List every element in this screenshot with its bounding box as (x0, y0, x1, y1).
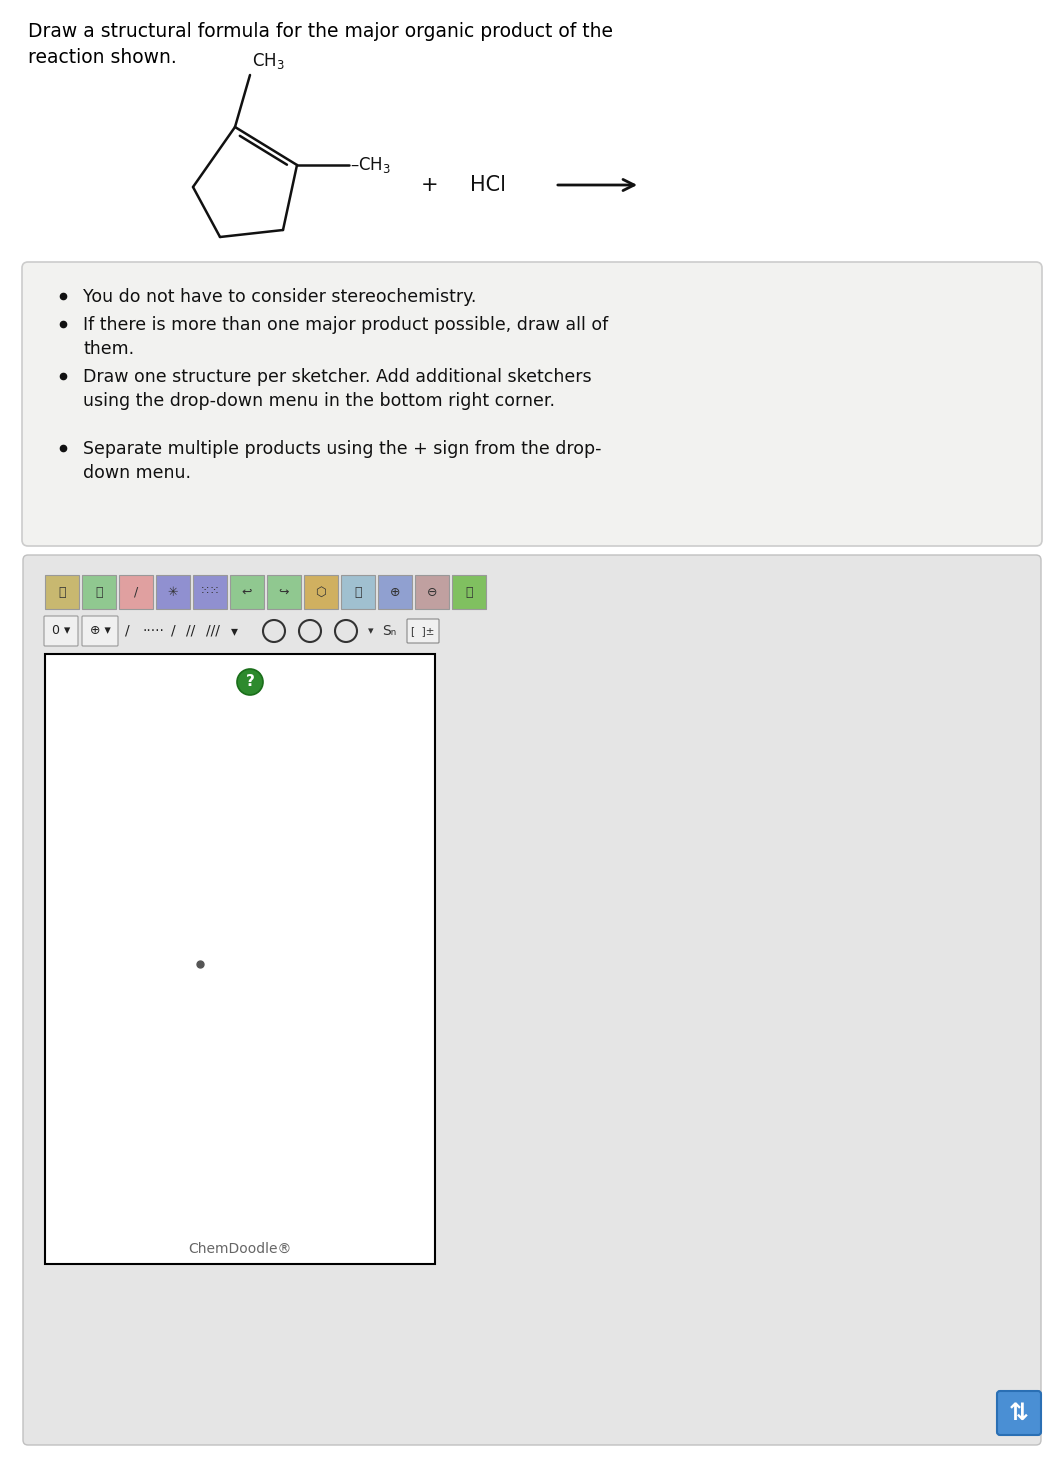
FancyBboxPatch shape (23, 555, 1041, 1445)
Bar (340, 575, 375, 609)
FancyBboxPatch shape (997, 1391, 1041, 1435)
Text: ✋: ✋ (59, 586, 66, 599)
Text: /: / (171, 624, 176, 638)
Bar (378, 575, 412, 609)
Text: ▾: ▾ (368, 627, 373, 635)
Bar (193, 575, 227, 609)
Text: ⬡: ⬡ (316, 586, 327, 599)
Text: [  ]±: [ ]± (412, 627, 435, 635)
Text: CH$_3$: CH$_3$ (252, 51, 285, 70)
Text: Draw one structure per sketcher. Add additional sketchers
using the drop-down me: Draw one structure per sketcher. Add add… (83, 367, 592, 410)
Text: +: + (421, 176, 438, 195)
Text: ↩: ↩ (242, 586, 252, 599)
FancyBboxPatch shape (82, 616, 118, 646)
FancyBboxPatch shape (44, 616, 78, 646)
Text: reaction shown.: reaction shown. (28, 48, 177, 67)
Text: /: / (124, 624, 130, 638)
Text: If there is more than one major product possible, draw all of
them.: If there is more than one major product … (83, 316, 609, 357)
Bar (119, 575, 153, 609)
Bar (230, 575, 264, 609)
Text: ✳: ✳ (168, 586, 179, 599)
Text: ///: /// (206, 624, 220, 638)
Text: Separate multiple products using the + sign from the drop-
down menu.: Separate multiple products using the + s… (83, 441, 601, 482)
Text: 🧴: 🧴 (96, 586, 103, 599)
Bar (452, 575, 486, 609)
Text: –CH$_3$: –CH$_3$ (350, 155, 392, 176)
Text: HCl: HCl (470, 176, 506, 195)
Text: Sₙ: Sₙ (382, 624, 396, 638)
Text: 🎨: 🎨 (465, 586, 472, 599)
Bar (267, 575, 301, 609)
Bar (45, 575, 79, 609)
Circle shape (237, 669, 263, 695)
Text: //: // (186, 624, 196, 638)
Text: ·····: ····· (143, 624, 165, 638)
Text: ⧉: ⧉ (354, 586, 362, 599)
Bar (415, 575, 449, 609)
Text: ↪: ↪ (279, 586, 289, 599)
Text: ChemDoodle®: ChemDoodle® (188, 1241, 292, 1256)
Text: ⊕ ▾: ⊕ ▾ (89, 625, 111, 637)
FancyBboxPatch shape (22, 262, 1042, 546)
Text: You do not have to consider stereochemistry.: You do not have to consider stereochemis… (83, 288, 477, 306)
FancyBboxPatch shape (408, 619, 439, 643)
Bar (304, 575, 338, 609)
Text: ?: ? (246, 675, 254, 690)
Text: Draw a structural formula for the major organic product of the: Draw a structural formula for the major … (28, 22, 613, 41)
Text: ▾: ▾ (231, 624, 238, 638)
Text: ⊕: ⊕ (389, 586, 400, 599)
Text: ⇅: ⇅ (1009, 1401, 1029, 1424)
Text: ⊖: ⊖ (427, 586, 437, 599)
Text: ⁙⁙: ⁙⁙ (200, 586, 220, 599)
Bar (156, 575, 190, 609)
Text: /: / (134, 586, 138, 599)
Bar (45, 654, 435, 1263)
Text: 0 ▾: 0 ▾ (52, 625, 70, 637)
Bar (82, 575, 116, 609)
